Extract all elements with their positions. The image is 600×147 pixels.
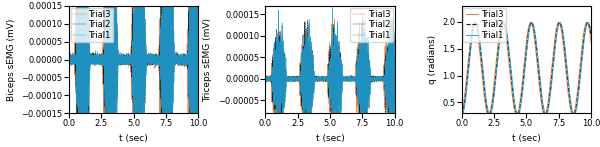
Trial1 [587, 30, 595, 32]
Trial3 [581, 29, 588, 31]
Trial3 [287, 78, 295, 80]
Trial1 [325, 80, 332, 82]
Trial1 [262, 78, 269, 80]
Trial3 [262, 79, 269, 81]
Trial1 [262, 78, 269, 80]
Line: Trial3: Trial3 [69, 0, 198, 147]
Trial2 [65, 57, 73, 59]
Trial1 [73, 75, 80, 77]
Trial2 [384, 80, 391, 82]
Trial1 [91, 58, 98, 60]
Trial2 [472, 22, 479, 23]
Trial1 [581, 39, 588, 41]
Trial1 [458, 114, 466, 116]
Trial2 [66, 57, 73, 59]
Trial2 [458, 114, 466, 115]
Trial2 [91, 58, 98, 60]
Trial2 [269, 77, 277, 78]
Trial1 [194, 14, 202, 16]
Trial3 [262, 78, 269, 80]
Trial3 [267, 79, 274, 81]
Trial2 [188, 92, 195, 94]
Y-axis label: Triceps sEMG (mV): Triceps sEMG (mV) [203, 17, 212, 102]
Trial3 [269, 63, 277, 65]
Trial3 [331, 18, 338, 20]
Trial3 [325, 71, 332, 73]
Trial2 [359, 14, 366, 16]
Trial2 [466, 55, 473, 57]
Line: Trial2: Trial2 [265, 15, 395, 137]
Y-axis label: q (radians): q (radians) [428, 35, 437, 84]
Trial1 [464, 85, 471, 86]
Line: Trial3: Trial3 [462, 22, 591, 115]
Trial3 [65, 61, 73, 63]
Legend: Trial3, Trial2, Trial1: Trial3, Trial2, Trial1 [350, 7, 393, 42]
Trial3 [587, 41, 595, 43]
Trial1 [66, 59, 73, 61]
Trial3 [555, 22, 562, 23]
Trial2 [521, 62, 529, 64]
Trial3 [459, 109, 466, 111]
Line: Trial1: Trial1 [69, 0, 198, 147]
Trial1 [65, 56, 73, 58]
Trial2 [587, 34, 595, 36]
Trial2 [325, 82, 332, 83]
Trial1 [557, 22, 564, 23]
Trial1 [287, 80, 295, 82]
Trial1 [384, 85, 391, 86]
Trial3 [391, 75, 398, 77]
Trial3 [73, 49, 80, 51]
Trial3 [194, 66, 202, 67]
Trial1 [128, 58, 136, 60]
Trial1 [484, 105, 491, 107]
Trial3 [128, 97, 136, 98]
Trial2 [73, 72, 80, 74]
Trial1 [269, 78, 277, 80]
Trial2 [464, 79, 471, 81]
Trial3 [188, 68, 195, 69]
Trial1 [188, 28, 195, 29]
X-axis label: t (sec): t (sec) [119, 134, 148, 143]
Trial1 [71, 60, 78, 61]
Trial2 [262, 80, 269, 81]
Trial2 [194, 98, 202, 100]
Trial2 [484, 108, 491, 110]
Line: Trial1: Trial1 [462, 22, 591, 115]
Line: Trial2: Trial2 [69, 0, 198, 147]
Trial3 [71, 61, 78, 62]
Trial3 [521, 54, 529, 55]
Trial1 [329, 6, 336, 8]
X-axis label: t (sec): t (sec) [316, 134, 344, 143]
Trial2 [570, 114, 577, 116]
Trial2 [128, 66, 136, 67]
X-axis label: t (sec): t (sec) [512, 134, 541, 143]
Line: Trial1: Trial1 [265, 7, 395, 147]
Trial2 [581, 35, 588, 37]
Trial2 [359, 136, 366, 138]
Trial1 [267, 77, 274, 79]
Legend: Trial3, Trial2, Trial1: Trial3, Trial2, Trial1 [71, 7, 113, 42]
Y-axis label: Biceps sEMG (mV): Biceps sEMG (mV) [7, 18, 16, 101]
Line: Trial3: Trial3 [265, 19, 395, 138]
Trial3 [541, 114, 548, 116]
Trial2 [71, 56, 78, 58]
Trial3 [328, 137, 335, 139]
Legend: Trial3, Trial2, Trial1: Trial3, Trial2, Trial1 [463, 7, 506, 42]
Trial3 [66, 56, 73, 58]
Trial3 [458, 112, 466, 113]
Trial3 [484, 112, 491, 114]
Trial1 [521, 68, 529, 70]
Trial3 [464, 70, 471, 72]
Trial1 [466, 61, 473, 62]
Trial3 [384, 85, 391, 87]
Trial1 [459, 113, 466, 115]
Trial2 [459, 112, 466, 114]
Trial2 [267, 77, 274, 79]
Line: Trial2: Trial2 [462, 22, 591, 115]
Trial3 [91, 57, 98, 59]
Trial3 [466, 47, 473, 48]
Trial2 [287, 78, 295, 79]
Trial2 [262, 78, 269, 80]
Trial2 [391, 80, 398, 81]
